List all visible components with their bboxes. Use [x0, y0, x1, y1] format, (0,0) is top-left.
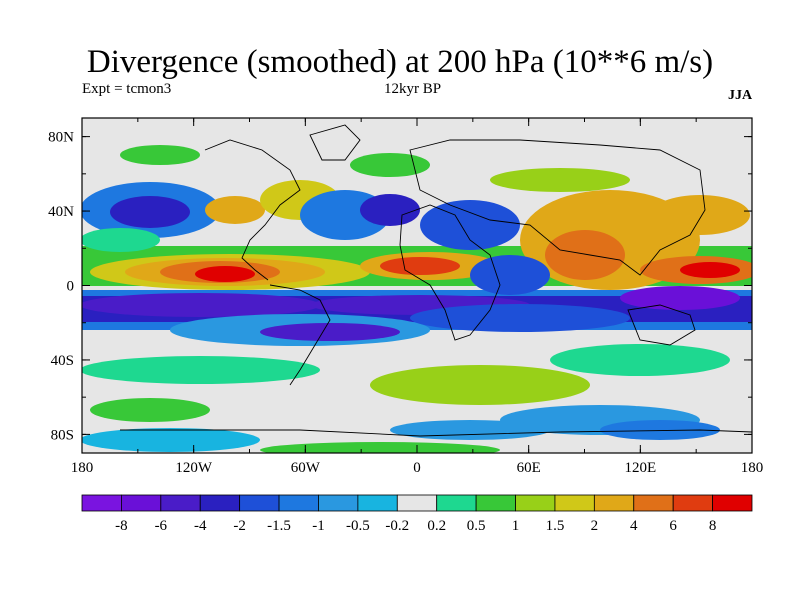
coastlines [120, 124, 752, 437]
lon-tick-label: 120E [624, 460, 656, 476]
lon-tick-label: 180 [71, 460, 94, 476]
colorbar-label: 0.5 [467, 518, 486, 534]
colorbar-swatch [712, 494, 753, 512]
colorbar-swatch [436, 494, 477, 512]
colorbar-label: 4 [630, 518, 638, 534]
colorbar-label: -1 [312, 518, 325, 534]
colorbar-swatch [121, 494, 162, 512]
colorbar-swatch [81, 494, 122, 512]
lon-tick-label: 0 [413, 460, 421, 476]
colorbar-swatch [672, 494, 713, 512]
experiment-label: Expt = tcmon3 [82, 81, 172, 97]
divergence-field [82, 118, 752, 453]
colorbar-label: 6 [669, 518, 677, 534]
colorbar-swatch [239, 494, 280, 512]
colorbar-swatch [318, 494, 359, 512]
colorbar-label: -6 [155, 518, 168, 534]
colorbar-label: -0.2 [385, 518, 409, 534]
season-label: JJA [728, 88, 753, 103]
colorbar-swatch [357, 494, 398, 512]
colorbar-swatch [160, 494, 201, 512]
colorbar: -8 -6 -4 -2 -1.5 -1 -0.5 -0.2 0.2 0.5 1 1.5 2 4 6 8 [81, 494, 753, 534]
colorbar-label: -4 [194, 518, 207, 534]
colorbar-label: 1 [512, 518, 520, 534]
axis-ticks [81, 118, 753, 453]
colorbar-label: 8 [709, 518, 717, 534]
colorbar-swatch [593, 494, 635, 512]
colorbar-swatch [396, 494, 438, 512]
colorbar-label: 0.2 [427, 518, 446, 534]
lon-tick-label: 60E [517, 460, 541, 476]
lon-tick-label: 180 [741, 460, 764, 476]
lon-tick-label: 60W [291, 460, 321, 476]
lat-tick-label: 40S [51, 353, 74, 369]
lat-tick-label: 0 [67, 279, 75, 295]
colorbar-swatch [554, 494, 595, 512]
plot-title: Divergence (smoothed) at 200 hPa (10**6 … [86, 44, 714, 80]
lat-tick-label: 40N [48, 204, 74, 220]
colorbar-swatch [199, 494, 241, 512]
colorbar-swatch [278, 494, 319, 512]
lat-tick-label: 80S [51, 427, 74, 443]
colorbar-label: -2 [233, 518, 246, 534]
colorbar-swatch [515, 494, 556, 512]
latitude-labels: 80N 40N 0 40S 80S [48, 130, 74, 444]
period-label: 12kyr BP [384, 81, 442, 97]
colorbar-label: -1.5 [267, 518, 291, 534]
lon-tick-label: 120W [175, 460, 213, 476]
colorbar-label: -8 [115, 518, 128, 534]
colorbar-label: 1.5 [546, 518, 565, 534]
longitude-labels: 180 120W 60W 0 60E 120E 180 [71, 460, 764, 476]
colorbar-swatch [633, 494, 674, 512]
colorbar-swatch [475, 494, 516, 512]
lat-tick-label: 80N [48, 130, 74, 146]
colorbar-label: 2 [591, 518, 599, 534]
colorbar-label: -0.5 [346, 518, 370, 534]
